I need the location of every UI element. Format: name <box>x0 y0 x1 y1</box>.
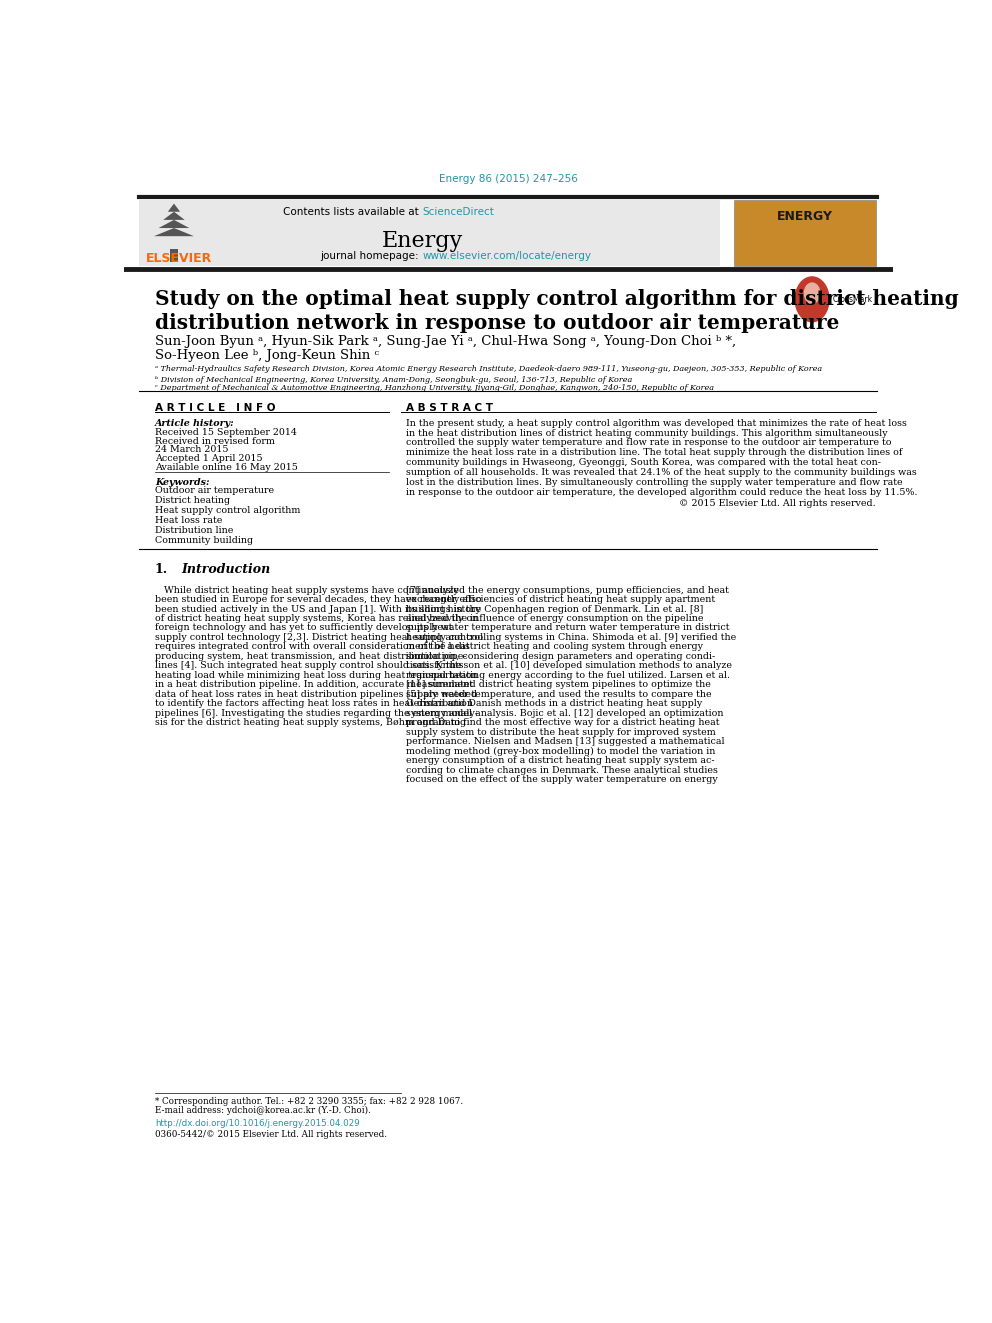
Text: While district heating heat supply systems have continuously: While district heating heat supply syste… <box>155 586 458 594</box>
Text: pipelines [6]. Investigating the studies regarding the energy analy-: pipelines [6]. Investigating the studies… <box>155 709 478 718</box>
Text: been studied actively in the US and Japan [1]. With its short history: been studied actively in the US and Japa… <box>155 605 481 614</box>
Text: been studied in Europe for several decades, they have recently also: been studied in Europe for several decad… <box>155 595 481 605</box>
Text: ENERGY: ENERGY <box>777 209 832 222</box>
Text: producing system, heat transmission, and heat distribution pipe-: producing system, heat transmission, and… <box>155 652 466 662</box>
Text: regional heating energy according to the fuel utilized. Larsen et al.: regional heating energy according to the… <box>406 671 730 680</box>
Text: Sun-Joon Byun ᵃ, Hyun-Sik Park ᵃ, Sung-Jae Yi ᵃ, Chul-Hwa Song ᵃ, Young-Don Choi: Sun-Joon Byun ᵃ, Hyun-Sik Park ᵃ, Sung-J… <box>155 335 736 348</box>
Text: supply control technology [2,3]. District heating heat supply control: supply control technology [2,3]. Distric… <box>155 632 483 642</box>
Text: * Corresponding author. Tel.: +82 2 3290 3355; fax: +82 2 928 1067.: * Corresponding author. Tel.: +82 2 3290… <box>155 1097 463 1106</box>
Text: tions. Knutsson et al. [10] developed simulation methods to analyze: tions. Knutsson et al. [10] developed si… <box>406 662 732 671</box>
Text: buildings in the Copenhagen region of Denmark. Lin et al. [8]: buildings in the Copenhagen region of De… <box>406 605 703 614</box>
Text: CrossMark: CrossMark <box>833 295 873 304</box>
Text: supply water temperature, and used the results to compare the: supply water temperature, and used the r… <box>406 689 712 699</box>
FancyBboxPatch shape <box>139 200 720 266</box>
Text: focused on the effect of the supply water temperature on energy: focused on the effect of the supply wate… <box>406 775 718 785</box>
Polygon shape <box>164 212 185 220</box>
Text: cording to climate changes in Denmark. These analytical studies: cording to climate changes in Denmark. T… <box>406 766 718 774</box>
Text: A B S T R A C T: A B S T R A C T <box>406 404 493 413</box>
Text: Received 15 September 2014: Received 15 September 2014 <box>155 427 297 437</box>
Text: community buildings in Hwaseong, Gyeonggi, South Korea, was compared with the to: community buildings in Hwaseong, Gyeongg… <box>406 459 881 467</box>
Text: 0360-5442/© 2015 Elsevier Ltd. All rights reserved.: 0360-5442/© 2015 Elsevier Ltd. All right… <box>155 1130 387 1139</box>
Text: performance. Nielsen and Madsen [13] suggested a mathematical: performance. Nielsen and Madsen [13] sug… <box>406 737 725 746</box>
Text: data of heat loss rates in heat distribution pipelines [5] are needed: data of heat loss rates in heat distribu… <box>155 689 477 699</box>
FancyBboxPatch shape <box>734 200 876 266</box>
Text: controlled the supply water temperature and flow rate in response to the outdoor: controlled the supply water temperature … <box>406 438 892 447</box>
Text: heating load while minimizing heat loss during heat transportation: heating load while minimizing heat loss … <box>155 671 477 680</box>
Text: ᵇ Division of Mechanical Engineering, Korea University, Anam-Dong, Seongbuk-gu, : ᵇ Division of Mechanical Engineering, Ko… <box>155 376 632 384</box>
Text: exchanger efficiencies of district heating heat supply apartment: exchanger efficiencies of district heati… <box>406 595 715 605</box>
Text: to identify the factors affecting heat loss rates in heat distribution: to identify the factors affecting heat l… <box>155 700 473 708</box>
Text: German and Danish methods in a district heating heat supply: German and Danish methods in a district … <box>406 700 702 708</box>
Text: Available online 16 May 2015: Available online 16 May 2015 <box>155 463 298 472</box>
Text: Received in revised form: Received in revised form <box>155 437 275 446</box>
Text: Heat loss rate: Heat loss rate <box>155 516 222 525</box>
Text: District heating: District heating <box>155 496 230 505</box>
Text: simulation, considering design parameters and operating condi-: simulation, considering design parameter… <box>406 652 715 662</box>
Text: ScienceDirect: ScienceDirect <box>423 206 494 217</box>
Text: of district heating heat supply systems, Korea has relied heavily on: of district heating heat supply systems,… <box>155 614 478 623</box>
Text: program to find the most effective way for a district heating heat: program to find the most effective way f… <box>406 718 719 728</box>
Text: foreign technology and has yet to sufficiently develop its heat: foreign technology and has yet to suffic… <box>155 623 452 632</box>
Text: ᶜ Department of Mechanical & Automotive Engineering, Hanzhong University, Jiyang: ᶜ Department of Mechanical & Automotive … <box>155 384 714 392</box>
Text: Accepted 1 April 2015: Accepted 1 April 2015 <box>155 454 262 463</box>
Text: analyzed the influence of energy consumption on the pipeline: analyzed the influence of energy consump… <box>406 614 703 623</box>
Text: Introduction: Introduction <box>182 564 271 577</box>
Text: Heat supply control algorithm: Heat supply control algorithm <box>155 505 301 515</box>
Text: energy consumption of a district heating heat supply system ac-: energy consumption of a district heating… <box>406 757 715 765</box>
Text: Outdoor air temperature: Outdoor air temperature <box>155 486 274 495</box>
Text: Energy 86 (2015) 247–256: Energy 86 (2015) 247–256 <box>439 175 577 184</box>
Text: requires integrated control with overall consideration of the heat: requires integrated control with overall… <box>155 643 469 651</box>
Text: E-mail address: ydchoi@korea.ac.kr (Y.-D. Choi).: E-mail address: ydchoi@korea.ac.kr (Y.-D… <box>155 1106 371 1115</box>
Text: 1.: 1. <box>155 564 168 577</box>
Text: [7] analyzed the energy consumptions, pump efficiencies, and heat: [7] analyzed the energy consumptions, pu… <box>406 586 729 594</box>
Text: sis for the district heating heat supply systems, Bøhm and Danig: sis for the district heating heat supply… <box>155 718 466 728</box>
Text: heating and cooling systems in China. Shimoda et al. [9] verified the: heating and cooling systems in China. Sh… <box>406 632 736 642</box>
FancyBboxPatch shape <box>139 200 228 266</box>
Text: ᵃ Thermal-Hydraulics Safety Research Division, Korea Atomic Energy Research Inst: ᵃ Thermal-Hydraulics Safety Research Div… <box>155 365 822 373</box>
Text: lost in the distribution lines. By simultaneously controlling the supply water t: lost in the distribution lines. By simul… <box>406 479 903 487</box>
Text: Study on the optimal heat supply control algorithm for district heating: Study on the optimal heat supply control… <box>155 290 958 310</box>
Text: Contents lists available at: Contents lists available at <box>284 206 423 217</box>
Text: journal homepage:: journal homepage: <box>320 251 423 262</box>
Text: Keywords:: Keywords: <box>155 478 209 487</box>
Text: www.elsevier.com/locate/energy: www.elsevier.com/locate/energy <box>423 251 591 262</box>
Polygon shape <box>154 228 194 237</box>
Text: http://dx.doi.org/10.1016/j.energy.2015.04.029: http://dx.doi.org/10.1016/j.energy.2015.… <box>155 1119 359 1129</box>
Circle shape <box>796 277 829 321</box>
Text: lines [4]. Such integrated heat supply control should satisfy the: lines [4]. Such integrated heat supply c… <box>155 662 461 671</box>
Text: So-Hyeon Lee ᵇ, Jong-Keun Shin ᶜ: So-Hyeon Lee ᵇ, Jong-Keun Shin ᶜ <box>155 349 379 363</box>
Text: supply water temperature and return water temperature in district: supply water temperature and return wate… <box>406 623 730 632</box>
Text: ELSEVIER: ELSEVIER <box>146 253 211 266</box>
Text: in response to the outdoor air temperature, the developed algorithm could reduce: in response to the outdoor air temperatu… <box>406 488 918 497</box>
Text: [11] simulated district heating system pipelines to optimize the: [11] simulated district heating system p… <box>406 680 711 689</box>
Text: system model analysis. Bojic et al. [12] developed an optimization: system model analysis. Bojic et al. [12]… <box>406 709 723 718</box>
Text: sumption of all households. It was revealed that 24.1% of the heat supply to the: sumption of all households. It was revea… <box>406 468 917 478</box>
Text: merit of a district heating and cooling system through energy: merit of a district heating and cooling … <box>406 643 703 651</box>
Text: 24 March 2015: 24 March 2015 <box>155 445 228 454</box>
Circle shape <box>805 283 819 303</box>
Polygon shape <box>159 220 189 228</box>
Text: in the heat distribution lines of district heating community buildings. This alg: in the heat distribution lines of distri… <box>406 429 888 438</box>
Text: © 2015 Elsevier Ltd. All rights reserved.: © 2015 Elsevier Ltd. All rights reserved… <box>680 499 876 508</box>
Text: Energy: Energy <box>382 230 463 253</box>
Text: Community building: Community building <box>155 536 253 545</box>
Text: distribution network in response to outdoor air temperature: distribution network in response to outd… <box>155 312 839 332</box>
Text: Article history:: Article history: <box>155 418 234 427</box>
Text: modeling method (grey-box modelling) to model the variation in: modeling method (grey-box modelling) to … <box>406 746 715 755</box>
Text: in a heat distribution pipeline. In addition, accurate measurement: in a heat distribution pipeline. In addi… <box>155 680 473 689</box>
Text: In the present study, a heat supply control algorithm was developed that minimiz: In the present study, a heat supply cont… <box>406 418 907 427</box>
Text: supply system to distribute the heat supply for improved system: supply system to distribute the heat sup… <box>406 728 716 737</box>
Text: Distribution line: Distribution line <box>155 525 233 534</box>
Polygon shape <box>168 204 181 212</box>
Text: A R T I C L E   I N F O: A R T I C L E I N F O <box>155 404 275 413</box>
Text: minimize the heat loss rate in a distribution line. The total heat supply throug: minimize the heat loss rate in a distrib… <box>406 448 903 458</box>
FancyBboxPatch shape <box>171 250 178 262</box>
